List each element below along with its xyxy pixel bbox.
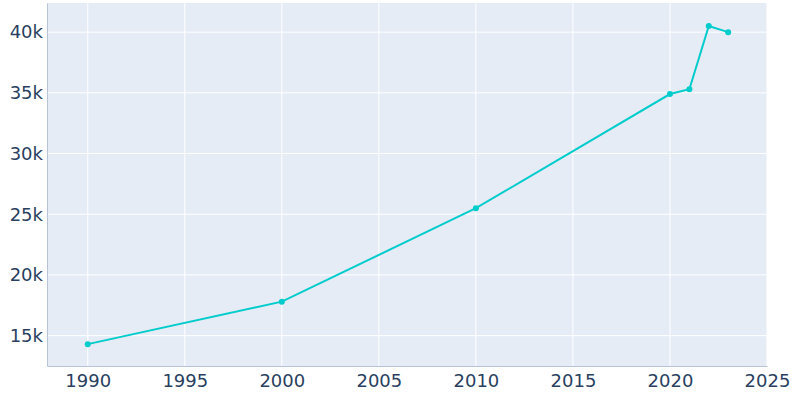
x-tick: 1990 (65, 366, 111, 391)
y-grid-line (47, 274, 767, 275)
point (473, 205, 479, 211)
y-axis: 15k 20k 25k 30k 35k 40k (10, 4, 48, 367)
x-tick-label: 1995 (162, 370, 208, 391)
chart: 1990 1995 2000 2005 2010 2015 2020 2025 15k 20k 25… (0, 0, 800, 400)
x-tick-label: 2020 (648, 370, 694, 391)
x-tick-label: 2015 (551, 370, 597, 391)
y-tick-label: 20k (10, 264, 44, 285)
x-tick-label: 2005 (356, 370, 402, 391)
y-tick-label: 30k (10, 143, 44, 164)
point (686, 86, 692, 92)
x-tick-label: 2025 (745, 370, 791, 391)
x-tick: 2020 (648, 366, 694, 391)
x-grid-line (87, 3, 88, 366)
x-tick: 1995 (162, 366, 208, 391)
x-tick-label: 1990 (65, 370, 111, 391)
y-tick-label: 35k (10, 82, 44, 103)
y-tick-label: 25k (10, 204, 44, 225)
y-tick-label: 15k (10, 325, 44, 346)
data-marks (85, 23, 731, 347)
y-tick: 35k (10, 82, 47, 103)
x-grid-line (669, 3, 670, 366)
x-grid-line (184, 3, 185, 366)
point (85, 341, 91, 347)
y-grid-line (47, 335, 767, 336)
y-tick: 25k (10, 204, 47, 225)
x-tick: 2015 (551, 366, 597, 391)
x-tick: 2010 (453, 366, 499, 391)
x-tick-label: 2010 (453, 370, 499, 391)
point (725, 29, 731, 35)
x-tick: 2000 (259, 366, 305, 391)
x-grid-line (572, 3, 573, 366)
plot: 1990 1995 2000 2005 2010 2015 2020 2025 15k 20k 25… (10, 3, 791, 391)
x-grid-line (767, 3, 768, 366)
x-axis: 1990 1995 2000 2005 2010 2015 2020 2025 (48, 366, 791, 391)
point (667, 91, 673, 97)
y-tick: 15k (10, 325, 47, 346)
y-grid-line (47, 92, 767, 93)
y-grid-line (47, 32, 767, 33)
axis-line (48, 366, 768, 367)
x-grid-line (475, 3, 476, 366)
x-tick: 2005 (356, 366, 402, 391)
x-grid-line (378, 3, 379, 366)
line (88, 26, 728, 344)
point (706, 23, 712, 29)
x-tick-label: 2000 (259, 370, 305, 391)
y-tick: 20k (10, 264, 47, 285)
y-grid-line (47, 153, 767, 154)
y-grid-line (47, 214, 767, 215)
x-grid-line (281, 3, 282, 366)
plot-background (47, 3, 767, 366)
axis-line (47, 4, 48, 367)
grid (47, 3, 767, 366)
y-tick: 30k (10, 143, 47, 164)
point (279, 299, 285, 305)
y-tick-label: 40k (10, 21, 44, 42)
x-tick: 2025 (745, 366, 791, 391)
y-tick: 40k (10, 21, 47, 42)
